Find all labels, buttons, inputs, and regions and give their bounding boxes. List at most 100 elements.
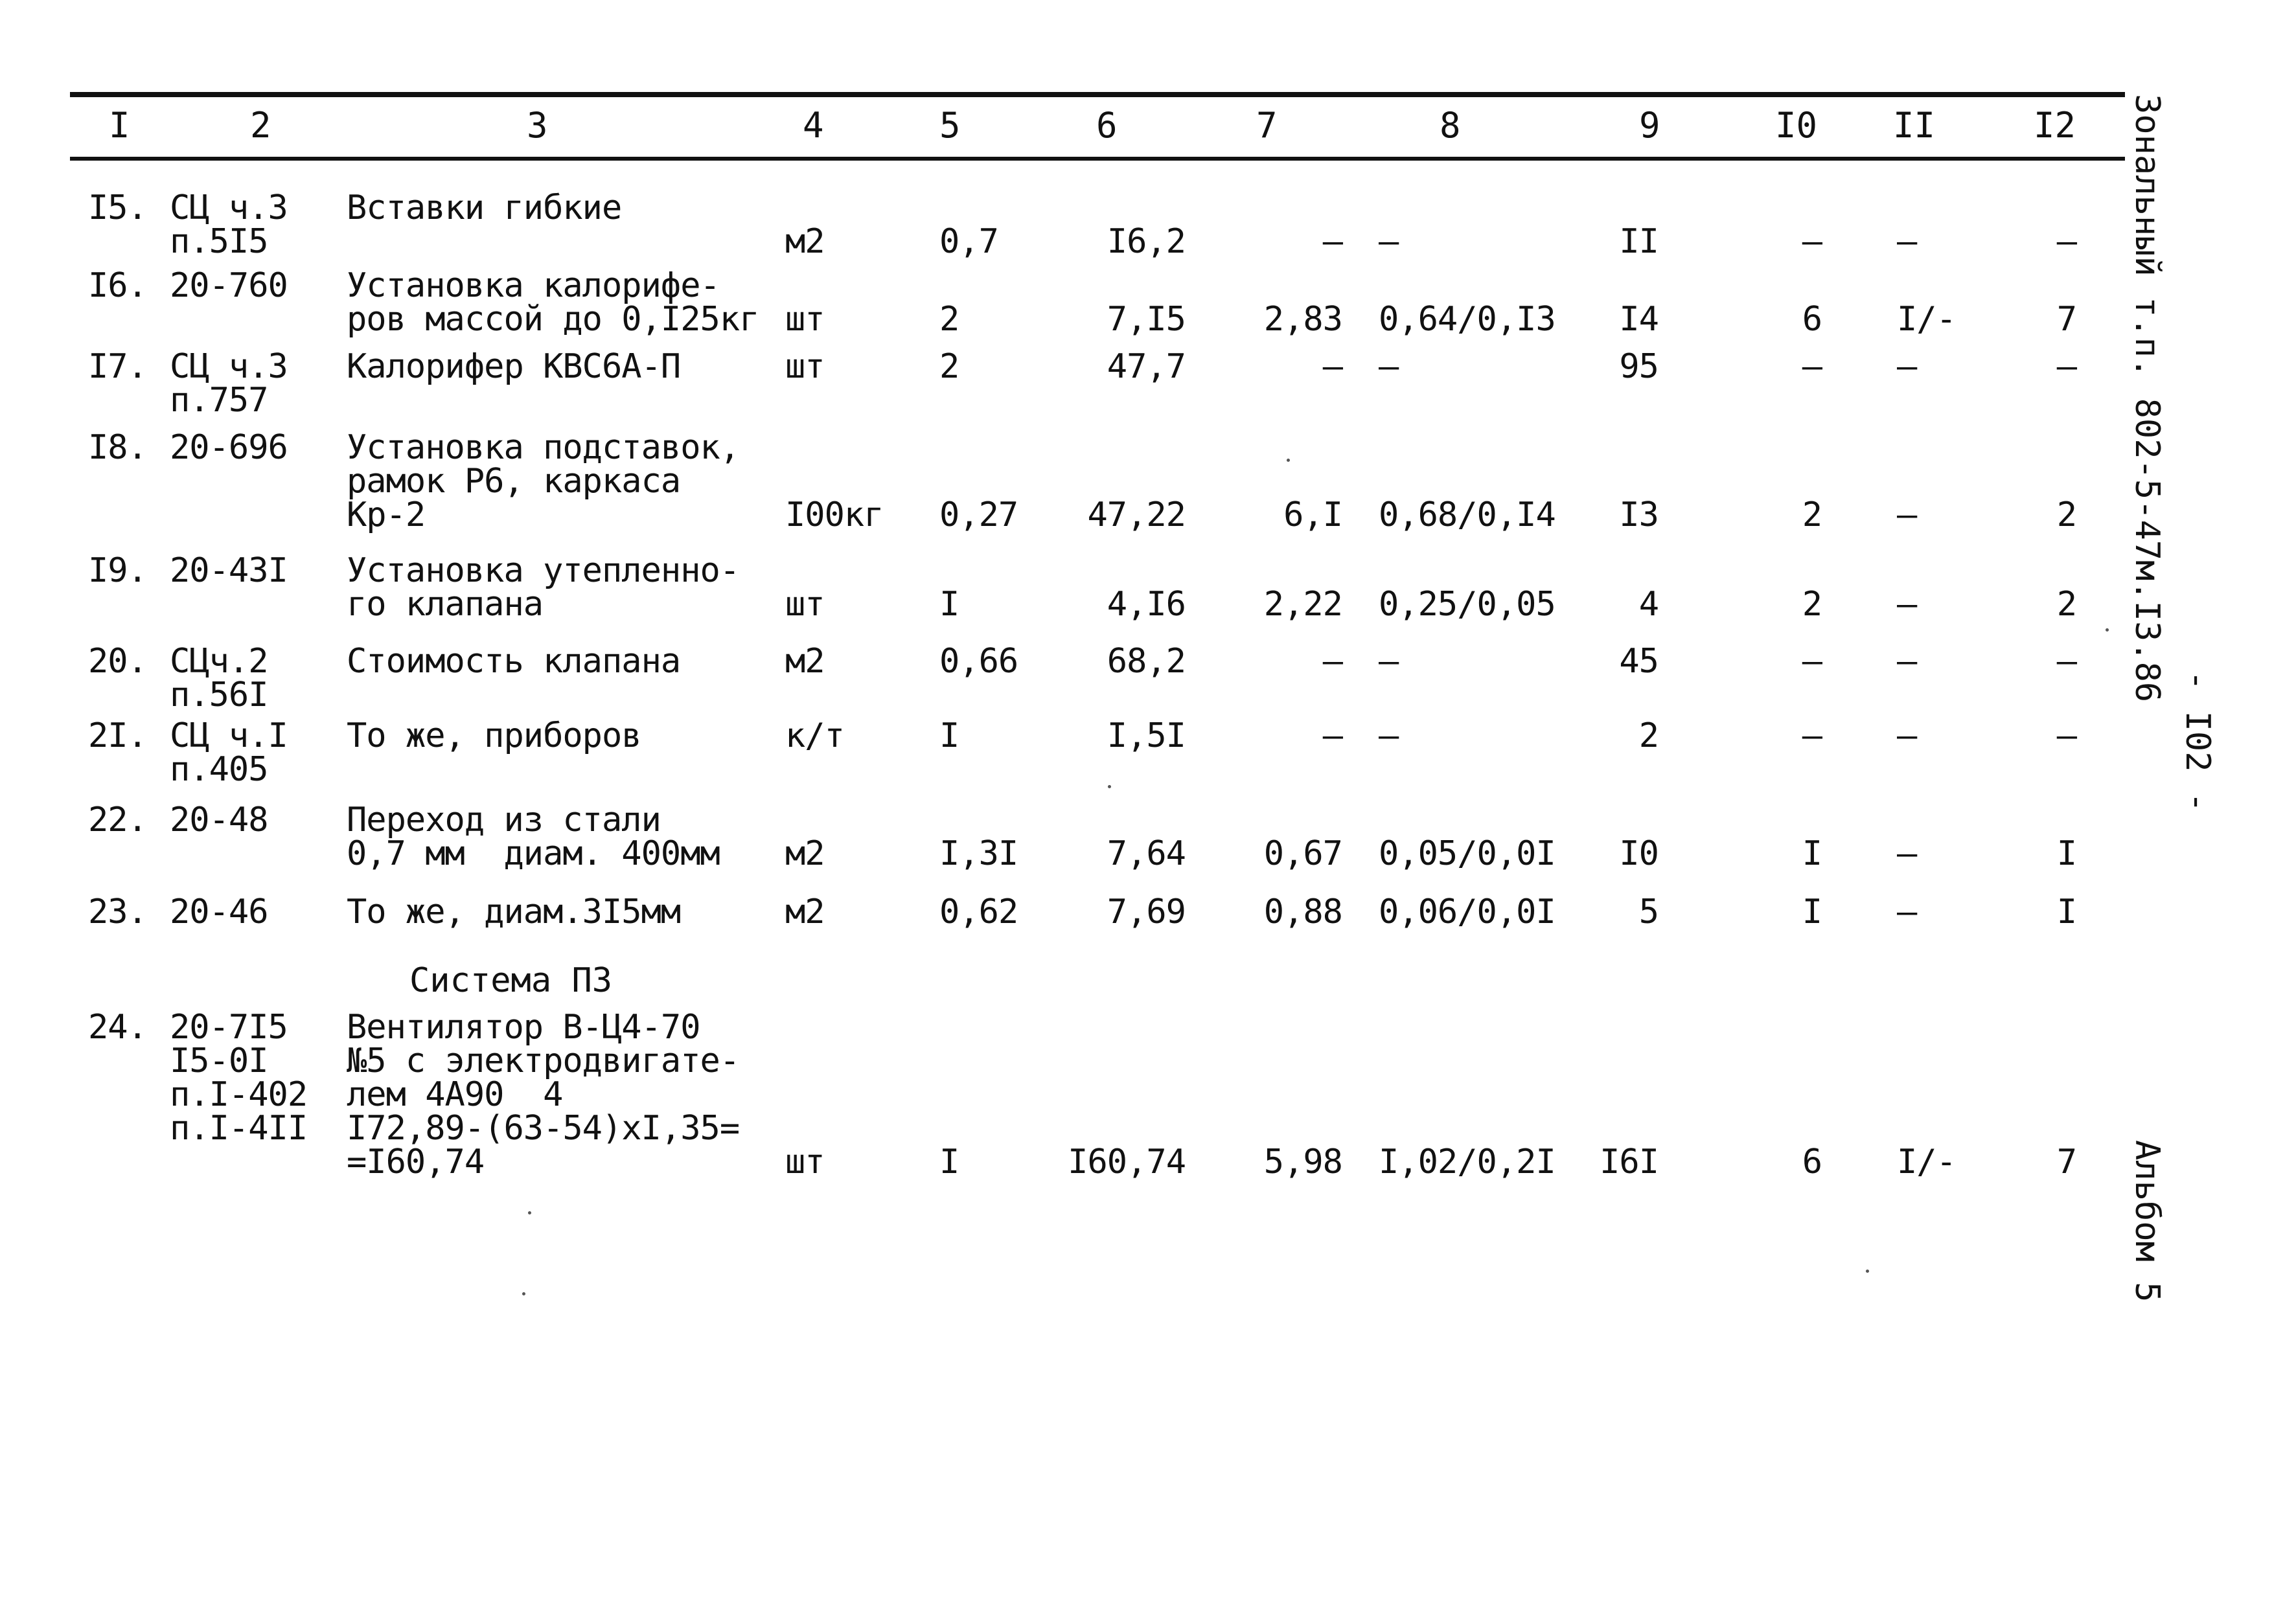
row-3-c6: 47,7 <box>1107 347 1186 386</box>
row-1-num: I5. <box>88 188 148 227</box>
header-col-12: I2 <box>2034 105 2076 146</box>
row-8-name: Переход из стали 0,7 мм диам. 400мм <box>347 801 720 873</box>
row-4-num: I8. <box>88 428 148 467</box>
row-1-unit: м2 <box>785 222 825 261</box>
row-1-c9: II <box>1619 222 1659 261</box>
row-2-c5: 2 <box>939 300 959 339</box>
row-10-c10: 6 <box>1802 1143 1822 1181</box>
row-9-c10: I <box>1802 893 1822 931</box>
row-1-c8: – <box>1379 222 1399 261</box>
row-7-c7: – <box>1322 716 1343 755</box>
header-col-10: I0 <box>1775 105 1818 146</box>
row-10-unit: шт <box>785 1143 825 1181</box>
row-6-c11: – <box>1897 642 1917 681</box>
row-5-c11: – <box>1897 585 1917 624</box>
section-title: Система П3 <box>409 961 613 1000</box>
row-8-c8: 0,05/0,0I <box>1379 834 1556 873</box>
row-3-c5: 2 <box>939 347 959 386</box>
row-8-c6: 7,64 <box>1107 834 1186 873</box>
row-6-c8: – <box>1379 642 1399 681</box>
row-6-c9: 45 <box>1619 642 1659 681</box>
row-5-c7: 2,22 <box>1263 585 1343 624</box>
header-col-9: 9 <box>1639 105 1660 146</box>
row-5-num: I9. <box>88 551 148 590</box>
header-col-1: I <box>109 105 130 146</box>
row-7-c8: – <box>1379 716 1399 755</box>
row-6-name: Стоимость клапана <box>347 642 681 681</box>
row-7-name: То же, приборов <box>347 716 642 755</box>
row-4-c10: 2 <box>1802 496 1822 534</box>
row-9-c7: 0,88 <box>1263 893 1343 931</box>
row-6-num: 20. <box>88 642 148 681</box>
row-9-num: 23. <box>88 893 148 931</box>
row-9-c6: 7,69 <box>1107 893 1186 931</box>
row-6-c12: – <box>2056 642 2077 681</box>
row-3-num: I7. <box>88 347 148 386</box>
row-3-c12: – <box>2056 347 2077 386</box>
scan-speck <box>2106 628 2109 632</box>
row-6-unit: м2 <box>785 642 825 681</box>
row-2-c8: 0,64/0,I3 <box>1379 300 1556 339</box>
row-9-c8: 0,06/0,0I <box>1379 893 1556 931</box>
row-10-name: Вентилятор В-Ц4-70 №5 с электродвигате- … <box>347 1008 740 1181</box>
row-3-code: СЦ ч.3 п.757 <box>170 347 288 420</box>
row-10-c11: I/- <box>1897 1143 1957 1181</box>
row-1-c6: I6,2 <box>1107 222 1186 261</box>
row-9-c11: – <box>1897 893 1917 931</box>
row-10-c12: 7 <box>2056 1143 2077 1181</box>
side-page-number: - I02 - <box>2178 670 2217 813</box>
scan-speck <box>528 1211 531 1214</box>
row-2-c9: I4 <box>1619 300 1659 339</box>
scan-speck <box>522 1292 525 1295</box>
row-7-num: 2I. <box>88 716 148 755</box>
row-4-c6: 47,22 <box>1087 496 1186 534</box>
row-1-c5: 0,7 <box>939 222 999 261</box>
row-5-name: Установка утепленно- го клапана <box>347 551 740 624</box>
row-1-name: Вставки гибкие <box>347 188 622 227</box>
row-2-c6: 7,I5 <box>1107 300 1186 339</box>
row-10-c8: I,02/0,2I <box>1379 1143 1556 1181</box>
row-2-name: Установка калорифе- ров массой до 0,I25к… <box>347 266 759 339</box>
header-col-3: 3 <box>527 105 548 146</box>
row-3-c10: – <box>1802 347 1822 386</box>
row-6-c10: – <box>1802 642 1822 681</box>
row-5-c10: 2 <box>1802 585 1822 624</box>
row-9-code: 20-46 <box>170 893 269 931</box>
row-9-c9: 5 <box>1638 893 1659 931</box>
row-8-num: 22. <box>88 801 148 839</box>
scan-speck <box>1866 1270 1869 1273</box>
row-7-c6: I,5I <box>1107 716 1186 755</box>
side-reference: Зональный т.п. 802-5-47м.I3.86 <box>2128 94 2166 703</box>
row-7-c12: – <box>2056 716 2077 755</box>
row-6-c5: 0,66 <box>939 642 1018 681</box>
row-5-c5: I <box>939 585 959 624</box>
row-3-c9: 95 <box>1619 347 1659 386</box>
side-album: Альбом 5 <box>2128 1140 2166 1303</box>
row-8-c12: I <box>2056 834 2077 873</box>
row-3-c8: – <box>1379 347 1399 386</box>
row-2-num: I6. <box>88 266 148 305</box>
row-8-unit: м2 <box>785 834 825 873</box>
row-4-c7: 6,I <box>1283 496 1343 534</box>
row-5-code: 20-43I <box>170 551 288 590</box>
row-10-c5: I <box>939 1143 959 1181</box>
row-1-c12: – <box>2056 222 2077 261</box>
row-8-c5: I,3I <box>939 834 1018 873</box>
row-10-c9: I6I <box>1600 1143 1659 1181</box>
row-2-c7: 2,83 <box>1263 300 1343 339</box>
row-3-unit: шт <box>785 347 825 386</box>
row-7-c11: – <box>1897 716 1917 755</box>
row-7-c9: 2 <box>1638 716 1659 755</box>
row-8-code: 20-48 <box>170 801 269 839</box>
row-9-c5: 0,62 <box>939 893 1018 931</box>
header-col-5: 5 <box>939 105 961 146</box>
header-col-2: 2 <box>250 105 271 146</box>
table-header-rule <box>70 157 2125 161</box>
header-col-6: 6 <box>1096 105 1118 146</box>
row-1-code: СЦ ч.3 п.5I5 <box>170 188 288 261</box>
header-col-4: 4 <box>803 105 824 146</box>
row-5-c12: 2 <box>2056 585 2077 624</box>
row-4-c12: 2 <box>2056 496 2077 534</box>
row-4-c5: 0,27 <box>939 496 1018 534</box>
row-4-name: Установка подставок, рамок Р6, каркаса К… <box>347 428 740 534</box>
